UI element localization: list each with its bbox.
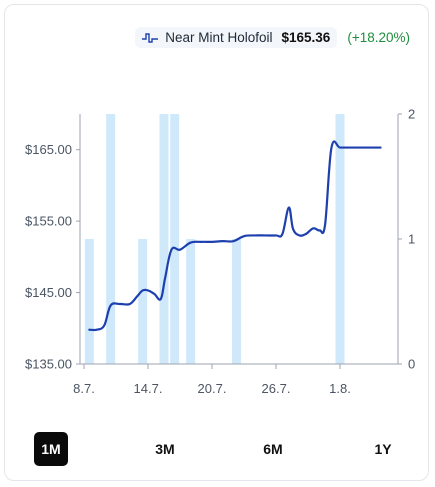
- y-tick-label-right: 2: [408, 107, 415, 122]
- x-tick-label: 14.7.: [134, 381, 163, 396]
- volume-bar: [232, 239, 242, 364]
- price-line: [88, 140, 382, 332]
- x-tick-label: 8.7.: [73, 381, 95, 396]
- volume-bar: [335, 114, 345, 364]
- volume-bar: [106, 114, 116, 364]
- x-tick-label: 20.7.: [198, 381, 227, 396]
- volume-bar: [84, 239, 94, 364]
- y-tick-label-left: $135.00: [25, 357, 72, 372]
- volume-bar: [170, 114, 180, 364]
- x-tick-label: 26.7.: [262, 381, 291, 396]
- range-button-1y[interactable]: 1Y: [374, 441, 392, 457]
- volume-bar: [159, 114, 169, 364]
- current-price: $165.36: [281, 30, 331, 45]
- range-button-3m[interactable]: 3M: [155, 441, 175, 457]
- time-range-selector: 1M 3M 6M 1Y: [26, 432, 406, 468]
- y-tick-label-left: $145.00: [25, 285, 72, 300]
- price-chart-card: Near Mint Holofoil $165.36 (+18.20%): [4, 4, 429, 481]
- y-tick-label-left: $165.00: [25, 142, 72, 157]
- y-tick-label-right: 1: [408, 232, 415, 247]
- line-chart-icon: [142, 32, 159, 43]
- price-change-percent: (+18.20%): [347, 30, 410, 45]
- legend-series-name: Near Mint Holofoil: [165, 30, 273, 45]
- volume-bar: [186, 239, 196, 364]
- range-button-1m[interactable]: 1M: [34, 432, 68, 466]
- range-button-6m[interactable]: 6M: [263, 441, 283, 457]
- legend-series-item[interactable]: Near Mint Holofoil $165.36: [135, 27, 338, 48]
- y-tick-label-right: 0: [408, 357, 415, 372]
- chart-legend: Near Mint Holofoil $165.36 (+18.20%): [135, 27, 410, 48]
- y-tick-label-left: $155.00: [25, 214, 72, 229]
- volume-bar: [138, 239, 148, 364]
- x-tick-label: 1.8.: [329, 381, 351, 396]
